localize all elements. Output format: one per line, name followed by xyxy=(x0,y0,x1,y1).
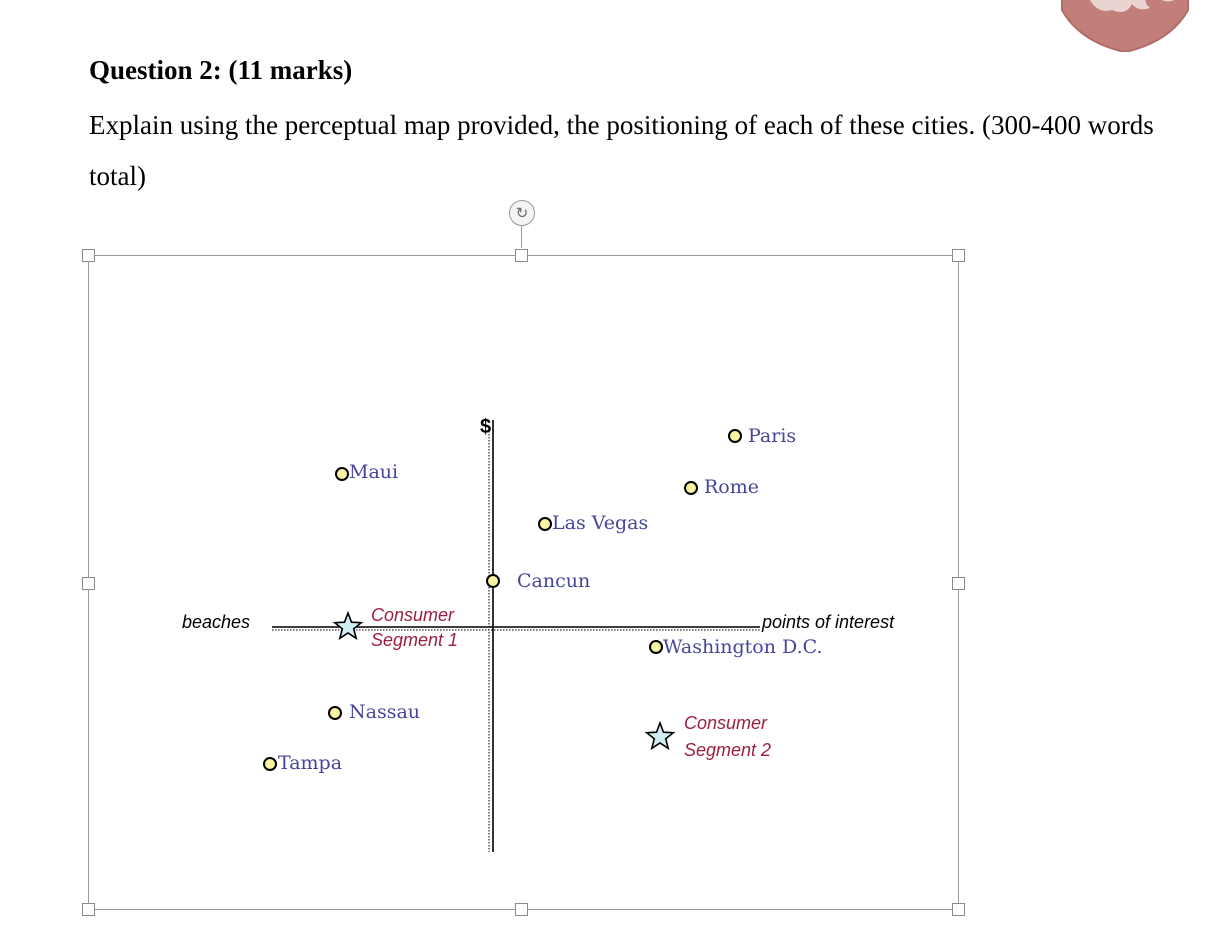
city-label-cancun: Cancun xyxy=(517,570,590,592)
city-label-maui: Maui xyxy=(349,461,398,483)
x-axis-label-right: points of interest xyxy=(761,612,895,632)
marker-circle xyxy=(335,467,349,481)
marker-circle xyxy=(649,640,663,654)
star-icon xyxy=(332,610,364,641)
city-marker-cancun: Cancun xyxy=(486,570,590,592)
y-axis-label: $ xyxy=(480,416,491,438)
resize-handle-top-left[interactable] xyxy=(82,249,95,262)
city-marker-tampa: Tampa xyxy=(263,752,342,774)
city-label-washington-dc: Washington D.C. xyxy=(663,636,823,658)
segment-2-label-line1: Consumer xyxy=(684,713,768,733)
marker-circle xyxy=(328,706,342,720)
city-label-tampa: Tampa xyxy=(278,752,342,774)
city-marker-maui: Maui xyxy=(335,461,398,483)
segment-1-label-line1: Consumer xyxy=(371,605,455,625)
city-marker-rome: Rome xyxy=(684,476,759,498)
marker-circle xyxy=(684,481,698,495)
city-marker-nassau: Nassau xyxy=(328,701,420,723)
marker-circle xyxy=(486,574,500,588)
university-logo xyxy=(1061,0,1189,52)
resize-handle-top-right[interactable] xyxy=(952,249,965,262)
city-label-nassau: Nassau xyxy=(349,701,420,723)
city-marker-las-vegas: Las Vegas xyxy=(538,512,648,534)
question-title: Question 2: (11 marks) xyxy=(89,55,353,85)
resize-handle-bottom-center[interactable] xyxy=(515,903,528,916)
resize-handle-bottom-left[interactable] xyxy=(82,903,95,916)
marker-circle xyxy=(538,517,552,531)
x-axis-label-left: beaches xyxy=(182,612,250,632)
city-label-rome: Rome xyxy=(704,476,759,498)
star-icon xyxy=(644,720,676,751)
resize-handle-middle-left[interactable] xyxy=(82,577,95,590)
resize-handle-top-center[interactable] xyxy=(515,249,528,262)
city-label-las-vegas: Las Vegas xyxy=(552,512,648,534)
consumer-segment-2: Consumer Segment 2 xyxy=(644,713,771,760)
rotate-handle-icon[interactable]: ↻ xyxy=(509,200,535,226)
resize-handle-middle-right[interactable] xyxy=(952,577,965,590)
segment-2-label-line2: Segment 2 xyxy=(684,740,771,760)
city-label-paris: Paris xyxy=(748,425,796,447)
question-prompt: Explain using the perceptual map provide… xyxy=(89,110,1154,191)
city-marker-washington-dc: Washington D.C. xyxy=(649,636,823,658)
resize-handle-bottom-right[interactable] xyxy=(952,903,965,916)
marker-circle xyxy=(728,429,742,443)
marker-circle xyxy=(263,757,277,771)
consumer-segment-1: Consumer Segment 1 xyxy=(332,605,458,650)
rotate-handle-stem xyxy=(521,226,522,248)
segment-1-label-line2: Segment 1 xyxy=(371,630,458,650)
city-marker-paris: Paris xyxy=(728,425,796,447)
